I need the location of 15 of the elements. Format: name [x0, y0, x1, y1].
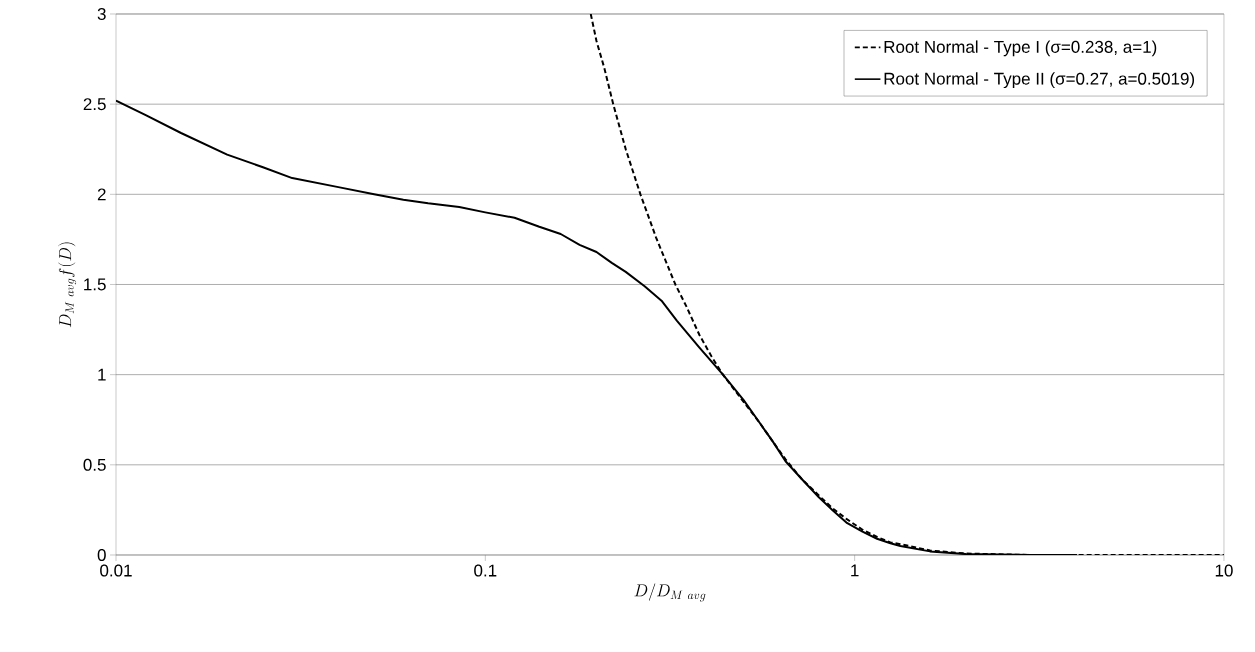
y-tick-label: 2	[97, 188, 106, 201]
y-tick-label: 1	[98, 368, 106, 381]
x-tick-label: 0.01	[100, 564, 132, 577]
legend-label: Root Normal - Type II (σ=0.27, a=0.5019)	[884, 72, 1195, 89]
y-tick-label: 0	[97, 548, 106, 562]
x-tick-label: 0.1	[474, 564, 497, 577]
legend-label: Root Normal - Type I (σ=0.238, a=1)	[884, 40, 1157, 57]
x-axis-title: $D/D_{M~avg}$	[634, 583, 706, 602]
y-axis-title: $D_{M~avg}f(D)$	[58, 242, 77, 328]
y-tick-label: 0.5	[83, 458, 106, 471]
y-tick-label: 3	[97, 7, 106, 21]
y-tick-label: 2.5	[83, 98, 106, 111]
x-tick-label: 1	[851, 564, 859, 577]
y-tick-label: 1.5	[84, 278, 106, 291]
x-tick-label: 10	[1215, 564, 1233, 577]
